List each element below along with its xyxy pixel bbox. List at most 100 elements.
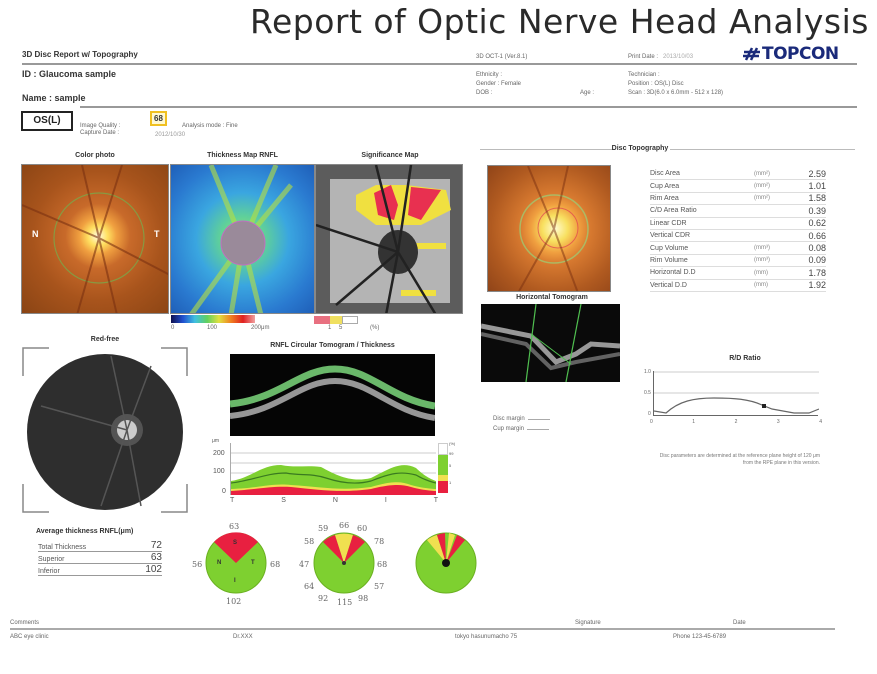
rd-y-1: 1.0 xyxy=(644,369,651,375)
horizontal-tomogram-title: Horizontal Tomogram xyxy=(516,294,588,301)
disc-topography-table: Disc Area (mm²) 2.59 Cup Area (mm²) 1.01 Rim… xyxy=(650,168,826,292)
sig-scale-5: 5 xyxy=(339,325,343,331)
thickness-map-title: Thickness Map RNFL xyxy=(207,152,278,159)
thickness-map xyxy=(170,164,315,314)
significance-map xyxy=(315,164,463,314)
quadrant-s: S xyxy=(233,540,238,546)
scale-max: 200μm xyxy=(251,325,270,331)
scale-mid: 100 xyxy=(207,325,218,331)
significance-overlay xyxy=(316,165,451,313)
clock-8: 64 xyxy=(304,582,315,591)
disc-topography-photo xyxy=(487,165,611,292)
rnfl-legend-5: 5 xyxy=(449,463,452,468)
significance-pie-chart xyxy=(415,532,477,594)
gender: Gender : Female xyxy=(476,81,522,87)
clock-5: 98 xyxy=(358,594,369,603)
quadrant-bottom-value: 102 xyxy=(226,597,242,606)
position: Position : OS(L) Disc xyxy=(628,81,684,87)
device-version: 3D OCT-1 (Ver.8.1) xyxy=(476,54,528,60)
clock-12: 66 xyxy=(339,521,350,530)
topo-row: Linear CDR 0.62 xyxy=(650,218,826,230)
significance-color-scale xyxy=(314,316,358,324)
quadrant-pie-chart: S N T I xyxy=(205,532,267,594)
red-free-title: Red-free xyxy=(90,336,120,343)
quadrant-right-value: 68 xyxy=(270,560,281,569)
clock-9: 47 xyxy=(299,560,310,569)
header-divider xyxy=(80,106,857,108)
red-free-frame xyxy=(21,346,189,514)
scale-min: 0 xyxy=(171,325,175,331)
avg-row-inferior: Inferior 102 xyxy=(38,564,162,576)
quadrant-left-value: 56 xyxy=(192,560,203,569)
color-fundus-photo: N T xyxy=(21,164,169,314)
topo-row: Vertical D.D (mm) 1.92 xyxy=(650,280,826,292)
clinic-phone: Phone 123-45-6789 xyxy=(673,634,727,640)
topo-row: Vertical CDR 0.66 xyxy=(650,230,826,243)
rd-y-05: 0.5 xyxy=(644,390,651,396)
quadrant-t: T xyxy=(251,560,255,566)
signature-label: Signature xyxy=(575,620,601,626)
rnfl-y-100: 100 xyxy=(213,468,225,475)
rnfl-y-unit: μm xyxy=(212,438,220,444)
tomogram-layers xyxy=(229,365,436,421)
image-quality-value: 68 xyxy=(150,111,167,126)
age: Age : xyxy=(580,90,595,96)
quadrant-n: N xyxy=(217,560,222,566)
disc-topography-title: Disc Topography xyxy=(611,145,669,152)
rd-ratio-chart xyxy=(653,371,820,416)
cup-margin-legend: Cup margin xyxy=(493,426,550,432)
rnfl-legend-1: 1 xyxy=(449,480,452,485)
quadrant-top-value: 63 xyxy=(229,522,240,531)
quadrant-i: I xyxy=(234,578,236,584)
topo-row: Horizontal D.D (mm) 1.78 xyxy=(650,267,826,280)
clock-3: 68 xyxy=(377,560,388,569)
rnfl-x-axis: T S N I T xyxy=(230,497,438,504)
disc-margin-legend: Disc margin xyxy=(493,416,550,422)
topcon-logo: TOPCON xyxy=(742,44,839,64)
report-type: 3D Disc Report w/ Topography xyxy=(22,50,138,59)
topo-row: Cup Area (mm²) 1.01 xyxy=(650,181,826,193)
rnfl-thickness-plot xyxy=(230,452,437,495)
rd-ratio-title: R/D Ratio xyxy=(729,355,761,362)
clock-6: 115 xyxy=(337,598,353,607)
clock-11: 59 xyxy=(318,524,329,533)
rnfl-legend-unit: (%) xyxy=(449,441,456,446)
circular-tomogram-image xyxy=(229,354,436,436)
topo-row: Disc Area (mm²) 2.59 xyxy=(650,168,826,181)
capture-date: 2012/10/30 xyxy=(155,132,186,138)
avg-thickness-title: Average thickness RNFL(μm) xyxy=(36,528,134,535)
vessel-overlay xyxy=(22,165,168,313)
color-photo-title: Color photo xyxy=(75,152,115,159)
nasal-marker: N xyxy=(32,229,39,239)
clinic-address: tokyo hasunumacho 75 xyxy=(455,634,518,640)
disc-parameter-note: Disc parameters are determined at the re… xyxy=(659,453,820,466)
topcon-mark-icon xyxy=(743,47,760,61)
topo-row: C/D Area Ratio 0.39 xyxy=(650,205,826,218)
ethnicity: Ethnicity : xyxy=(476,72,503,78)
significance-map-title: Significance Map xyxy=(361,152,419,159)
circular-tomogram-title: RNFL Circular Tomogram / Thickness xyxy=(270,342,395,349)
eye-badge: OS(L) xyxy=(21,111,73,131)
thickness-map-overlay xyxy=(189,165,293,313)
avg-thickness-table: Total Thickness 72 Superior 63 Inferior 102 xyxy=(38,540,162,576)
topo-row: Rim Area (mm²) 1.58 xyxy=(650,193,826,206)
footer-divider xyxy=(10,628,835,630)
analysis-mode: Analysis mode : Fine xyxy=(182,123,238,129)
sig-scale-1: 1 xyxy=(328,325,332,331)
topo-row: Rim Volume (mm³) 0.09 xyxy=(650,255,826,268)
clock-1: 60 xyxy=(357,524,368,533)
doctor-name: Dr.XXX xyxy=(233,634,253,640)
rnfl-legend-bar xyxy=(438,443,448,493)
temporal-marker: T xyxy=(154,229,160,239)
patient-id: ID : Glaucoma sample xyxy=(22,69,117,79)
clock-2: 78 xyxy=(374,537,385,546)
rnfl-y-0: 0 xyxy=(222,488,226,495)
capture-date-label: Capture Date : xyxy=(80,130,120,136)
image-quality-label: Image Quality : xyxy=(80,123,121,129)
print-date: 2013/10/03 xyxy=(663,54,694,60)
header-divider xyxy=(22,63,857,65)
comments-label: Comments xyxy=(10,620,40,626)
scan-info: Scan : 3D(6.0 x 6.0mm - 512 x 128) xyxy=(628,90,724,96)
rd-y-0: 0 xyxy=(648,411,651,417)
